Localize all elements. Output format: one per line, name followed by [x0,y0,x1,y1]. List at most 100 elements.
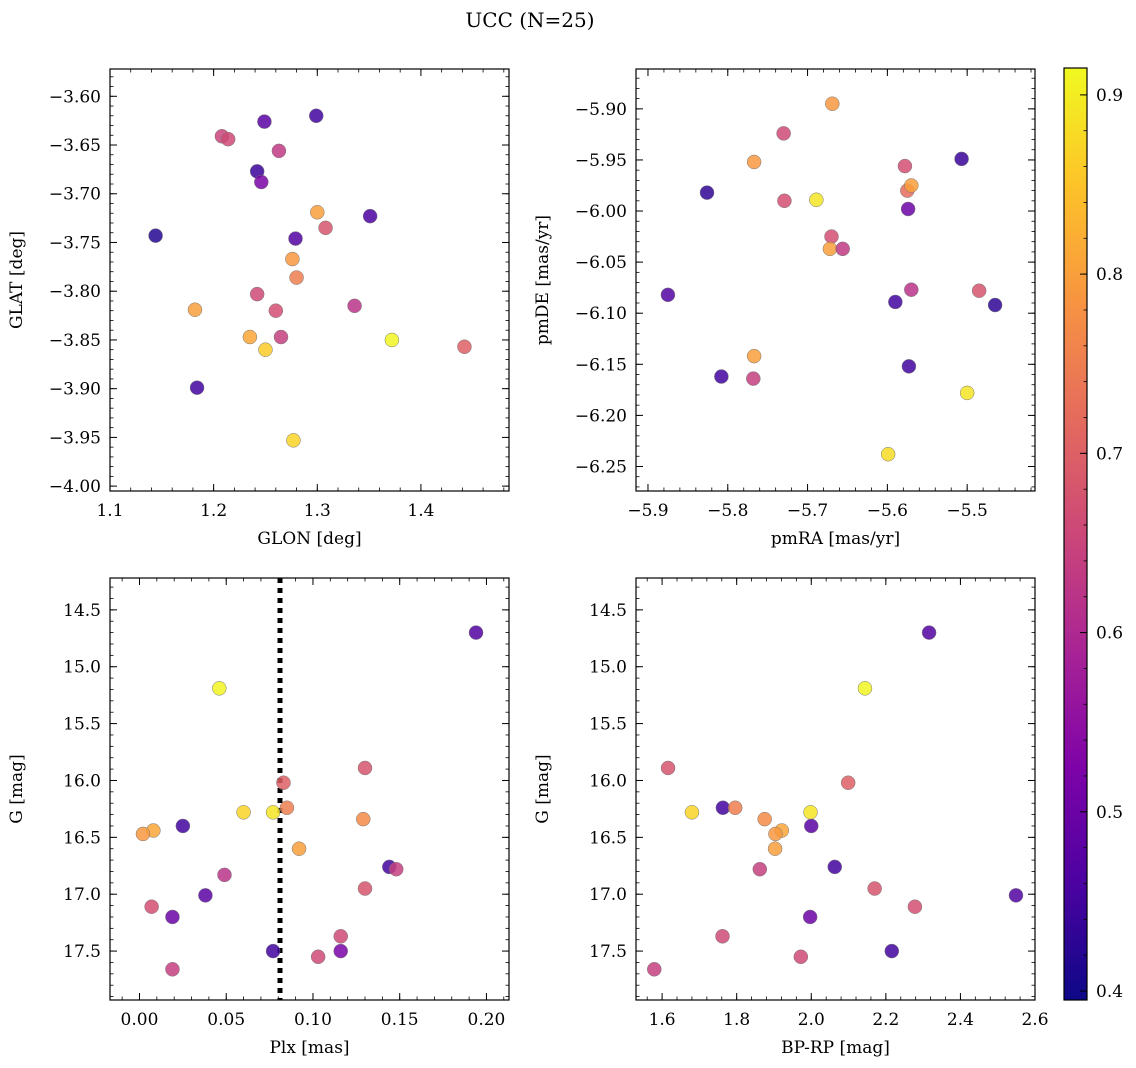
y-tick-label: 17.0 [589,885,627,905]
y-tick-label: 14.5 [63,601,101,621]
y-tick-label: −3.65 [49,136,101,156]
scatter-point [768,826,783,842]
scatter-point [242,329,258,345]
x-tick-label: 0.20 [468,1010,506,1030]
colorbar-tick-label: 0.9 [1096,86,1123,106]
y-tick-label: −3.70 [49,185,101,205]
plot-frame [635,68,1036,492]
x-tick-label: 0.05 [207,1010,245,1030]
scatter-point [285,251,300,267]
scatter-point [835,241,850,257]
scatter-point [904,282,919,297]
y-tick-label: 17.0 [63,885,101,905]
scatter-point [217,867,232,883]
y-tick-label: −6.25 [575,457,627,477]
figure-title: UCC (N=25) [465,8,594,32]
scatter-point [777,193,792,209]
colorbar-tick-label: 0.5 [1096,803,1123,823]
scatter-point [271,143,287,159]
plot-frame [635,577,1036,1001]
scatter-point [904,178,919,193]
y-axis-label: G [mag] [533,754,553,823]
scatter-point [727,800,743,816]
x-tick-label: 1.2 [200,501,227,521]
scatter-point [660,760,676,776]
plx-g-panel: 0.00 0.05 0.10 0.15 0.20 14.5 15.0 15.5 16.0 16.5… [7,577,510,1058]
y-tick-label: −4.00 [49,477,101,497]
scatter-point [265,943,281,959]
y-tick-label: −6.05 [575,253,627,273]
x-tick-label: 1.8 [723,1010,750,1030]
scatter-point [746,154,762,170]
scatter-point [840,775,856,790]
scatter-point [825,96,840,111]
pmra-pmde-panel: −5.9 −5.8 −5.7 −5.6 −5.5 −5.90 −5.95 −6.00 −6.05… [533,68,1036,549]
x-tick-label: 1.6 [649,1010,676,1030]
scatter-point [746,371,761,386]
y-tick-label: 17.5 [589,942,627,962]
scatter-point [175,818,191,834]
scatter-point [767,841,783,856]
scatter-point [212,681,227,696]
colorbar-tick-label: 0.7 [1096,444,1123,464]
scatter-point [388,861,404,877]
y-axis-label: G [mag] [7,754,27,823]
x-axis-label: GLON [deg] [257,529,361,549]
scatter-point [776,126,791,141]
scatter-point [804,818,819,834]
scatter-point [888,294,903,310]
scatter-point [901,359,917,374]
scatter-point [684,805,700,820]
scatter-point [827,859,843,875]
scatter-point [310,949,326,965]
scatter-point [310,205,325,220]
scatter-point [880,446,896,462]
scatter-point [803,805,818,820]
scatter-point [457,339,472,355]
y-tick-label: 15.5 [589,715,627,735]
scatter-point [921,625,937,640]
y-tick-label: 16.5 [589,828,627,848]
x-tick-label: 0.15 [381,1010,419,1030]
y-tick-label: 17.5 [63,942,101,962]
x-axis-label: pmRA [mas/yr] [771,529,900,549]
x-tick-label: 2.0 [798,1010,825,1030]
scatter-point [357,881,373,896]
scatter-point [468,625,484,640]
scatter-point [276,775,291,790]
y-tick-label: −3.75 [49,233,101,253]
x-tick-label: 0.10 [294,1010,332,1030]
x-tick-label: −5.6 [867,501,908,521]
scatter-point [333,943,348,959]
glon-glat-panel: 1.1 1.2 1.3 1.4 −3.60 −3.65 −3.70 −3.75 −3.80 −3.… [7,68,510,549]
x-tick-label: 1.4 [407,501,434,521]
scatter-point [318,220,333,236]
scatter-point [220,131,236,147]
scatter-point [752,861,768,877]
scatter-point [347,298,362,314]
scatter-point [897,158,913,174]
y-tick-label: 16.0 [63,771,101,791]
scatter-point [757,811,772,827]
y-tick-label: −6.15 [575,355,627,375]
y-tick-label: −5.95 [575,151,627,171]
y-axis-label: pmDE [mas/yr] [533,215,553,345]
scatter-point [144,899,159,914]
scatter-point [384,332,400,348]
colorbar-tick-label: 0.4 [1096,982,1123,1002]
scatter-point [699,185,715,200]
scatter-point [288,231,303,246]
y-tick-label: −6.00 [575,202,627,222]
scatter-point [286,433,301,448]
scatter-point [357,760,373,776]
scatter-point [959,385,975,401]
scatter-point [362,208,378,224]
scatter-point [308,108,324,124]
plot-frame [109,68,510,492]
scatter-point [746,348,762,364]
scatter-point [265,805,281,820]
x-axis-label: Plx [mas] [269,1038,349,1058]
scatter-point [954,151,969,167]
scatter-point [249,286,265,302]
